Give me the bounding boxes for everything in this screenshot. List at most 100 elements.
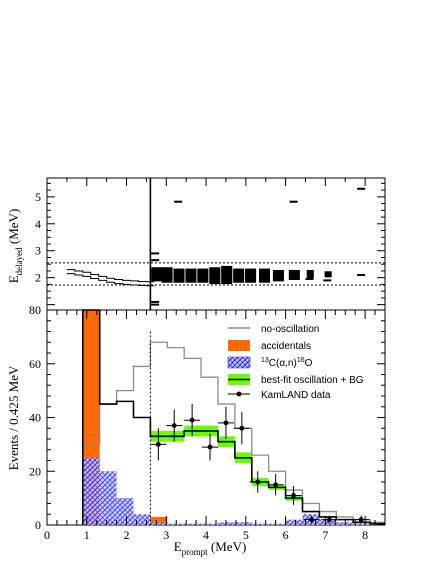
legend-label-data: KamLAND data <box>261 390 331 401</box>
event-marker <box>221 271 233 274</box>
event-marker <box>161 272 173 275</box>
event-marker <box>221 279 233 282</box>
event-marker <box>245 272 257 275</box>
event-marker <box>233 271 245 274</box>
event-marker <box>173 269 185 272</box>
event-marker <box>288 273 300 276</box>
event-marker <box>161 271 173 274</box>
event-marker <box>272 276 284 279</box>
event-marker <box>221 269 233 272</box>
event-marker <box>259 269 271 272</box>
x-tick-label: 3 <box>163 528 169 542</box>
event-marker <box>245 279 257 282</box>
event-marker <box>259 279 271 282</box>
y-tick-label: 60 <box>29 357 41 371</box>
event-marker <box>306 275 314 278</box>
event-marker <box>161 276 173 279</box>
event-marker <box>197 271 209 274</box>
carbon-reaction-bar <box>234 522 252 525</box>
legend-label-no-oscillation: no-oscillation <box>261 324 319 335</box>
event-marker <box>151 303 160 306</box>
event-marker <box>259 275 271 278</box>
best-fit-line <box>81 309 385 525</box>
no-oscillation-line <box>82 341 386 525</box>
event-marker <box>233 278 245 281</box>
legend: no-oscillation accidentals 13C(α,n)16O b… <box>227 324 364 401</box>
event-marker <box>245 278 257 281</box>
delayed-projection-outline-upper <box>66 269 155 283</box>
event-marker <box>173 278 185 281</box>
accidentals-bar <box>150 516 168 525</box>
event-marker <box>221 272 233 275</box>
legend-label-carbon-reaction: 13C(α,n)16O <box>261 357 313 369</box>
carbon-reaction-bar <box>251 523 269 525</box>
event-marker <box>259 273 271 276</box>
event-marker <box>173 279 185 282</box>
bottom-panel <box>81 309 386 525</box>
event-marker <box>209 282 221 285</box>
carbon-reaction-bar <box>82 457 100 525</box>
legend-swatch-accidentals <box>228 340 250 351</box>
event-marker <box>245 273 257 276</box>
event-marker <box>288 271 300 274</box>
event-marker <box>245 269 257 272</box>
event-marker <box>151 276 163 279</box>
top-panel <box>47 178 385 310</box>
event-marker <box>288 272 300 275</box>
event-marker <box>209 272 221 275</box>
event-marker <box>197 275 209 278</box>
event-marker <box>161 267 173 270</box>
event-marker <box>151 252 160 255</box>
event-marker <box>245 276 257 279</box>
event-marker <box>173 272 185 275</box>
event-marker <box>209 267 221 270</box>
data-point <box>358 517 364 523</box>
event-marker <box>221 276 233 279</box>
x-tick-label: 4 <box>203 528 209 542</box>
x-tick-label: 6 <box>283 528 289 542</box>
event-marker <box>233 268 245 271</box>
event-marker <box>288 275 300 278</box>
carbon-reaction-bar <box>201 523 218 525</box>
carbon-reaction-bar <box>99 471 117 525</box>
event-marker <box>324 273 332 276</box>
data-point <box>255 479 261 485</box>
data-point <box>326 517 332 523</box>
event-marker <box>272 271 284 274</box>
event-marker <box>245 268 257 271</box>
data-point <box>239 425 245 431</box>
event-marker <box>288 269 300 272</box>
event-marker <box>305 278 314 281</box>
event-marker <box>259 271 271 274</box>
carbon-reaction-bar <box>353 523 371 525</box>
event-marker <box>324 271 332 274</box>
event-marker <box>233 275 245 278</box>
event-marker <box>209 280 221 283</box>
event-marker <box>151 275 163 278</box>
event-marker <box>173 276 185 279</box>
event-marker <box>289 200 298 203</box>
event-marker <box>161 275 173 278</box>
top-y-ticks: 2 3 4 5 <box>35 178 386 306</box>
bottom-y-axis-label: Events / 0.425 MeV <box>6 365 21 470</box>
event-marker <box>151 268 163 271</box>
event-marker <box>151 259 160 262</box>
event-marker <box>185 280 197 283</box>
event-marker <box>245 280 257 283</box>
event-marker <box>233 279 245 282</box>
event-marker <box>173 273 185 276</box>
event-marker <box>185 275 197 278</box>
event-marker <box>185 273 197 276</box>
event-marker <box>185 269 197 272</box>
y-tick-label: 20 <box>29 464 41 478</box>
event-marker <box>151 272 163 275</box>
event-marker <box>272 269 284 272</box>
event-marker <box>221 282 233 285</box>
event-marker <box>173 271 185 274</box>
data-point <box>223 420 229 426</box>
event-marker <box>151 269 163 272</box>
event-marker <box>197 273 209 276</box>
event-marker <box>259 268 271 271</box>
data-point <box>155 441 161 447</box>
